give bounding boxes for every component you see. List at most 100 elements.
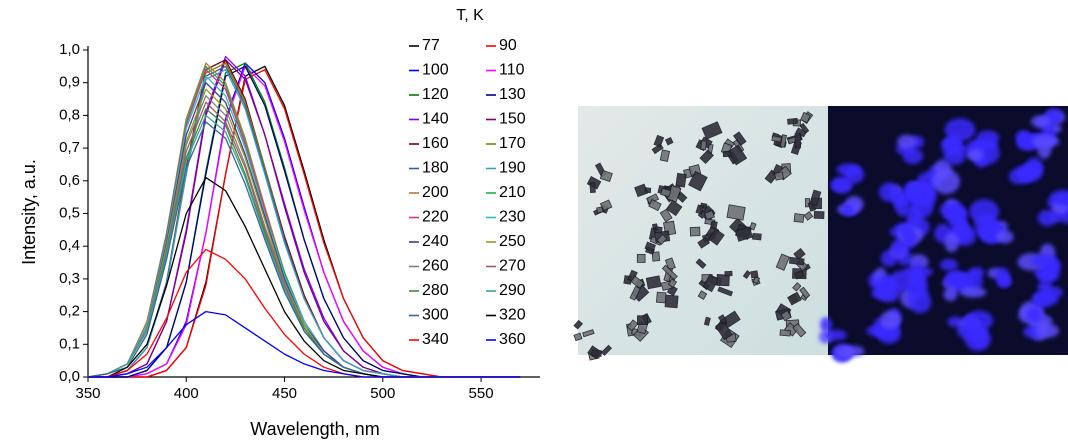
crystal [813, 210, 825, 220]
glow-blob [897, 134, 917, 150]
crystal [697, 290, 708, 300]
x-tick-label: 400 [174, 385, 199, 402]
crystal [651, 251, 661, 262]
legend-label: 360 [499, 331, 526, 348]
legend-label: 300 [422, 307, 449, 324]
y-tick-label: 0,5 [59, 204, 80, 221]
x-tick-label: 450 [272, 385, 297, 402]
crystal [787, 291, 802, 306]
series-line [87, 114, 521, 378]
crystal [717, 314, 728, 325]
crystal [726, 204, 746, 221]
crystal [659, 149, 671, 162]
crystal [715, 320, 733, 341]
legend-label: 77 [422, 37, 440, 54]
glow-blob [1031, 254, 1059, 268]
series-line [87, 88, 521, 378]
glow-blob [830, 179, 851, 192]
crystal [636, 253, 646, 263]
legend-label: 190 [499, 160, 526, 177]
crystal [702, 274, 719, 293]
legend-label: 180 [422, 160, 449, 177]
series-line [87, 95, 521, 378]
y-tick-label: 0,0 [59, 368, 80, 385]
crystal [653, 134, 665, 148]
crystal [695, 204, 705, 215]
legend-label: 290 [499, 282, 526, 299]
crystal [664, 136, 674, 146]
glow-blob [955, 218, 969, 235]
glow-blob [825, 329, 847, 341]
crystal [704, 210, 715, 221]
crystal [742, 270, 752, 279]
y-tick-label: 0,8 [59, 106, 80, 123]
glow-blob [1039, 268, 1056, 283]
crystal [800, 111, 811, 124]
glow-blob [969, 199, 1000, 224]
legend-label: 130 [499, 86, 526, 103]
legend-label: 170 [499, 135, 526, 152]
crystal [573, 319, 583, 330]
glow-blob [902, 148, 924, 165]
legend-label: 210 [499, 184, 526, 201]
crystal [775, 253, 790, 271]
crystal [645, 275, 662, 290]
glow-blob [889, 270, 915, 292]
crystal [792, 322, 807, 338]
glow-blob [962, 314, 979, 327]
crystal [799, 286, 811, 299]
glow-blob [1026, 307, 1042, 324]
glow-blob [899, 224, 914, 238]
crystal [724, 270, 733, 277]
glow-blob [967, 149, 983, 162]
crystal [749, 222, 757, 231]
crystal [600, 344, 613, 356]
crystal [634, 183, 648, 198]
crystal [700, 140, 707, 151]
legend-label: 140 [422, 111, 449, 128]
glow-blob [957, 321, 987, 341]
crystal [792, 282, 802, 292]
glow-blob [959, 287, 987, 298]
crystal [689, 226, 701, 237]
crystal [660, 187, 672, 198]
glow-blob [968, 267, 985, 279]
legend-label: 270 [499, 258, 526, 275]
crystal [717, 286, 734, 297]
x-axis-label: Wavelength, nm [250, 419, 379, 439]
glow-blob [844, 165, 865, 184]
legend-label: 240 [422, 233, 449, 250]
series-line [87, 82, 521, 378]
legend-label: 110 [499, 62, 525, 79]
x-tick-label: 500 [370, 385, 395, 402]
legend-label: 320 [499, 307, 526, 324]
crystal [779, 134, 787, 148]
crystal [648, 199, 662, 212]
crystal [799, 122, 810, 134]
crystal [626, 319, 639, 332]
y-tick-label: 0,4 [59, 237, 80, 254]
crystal [809, 189, 822, 207]
crystal [794, 270, 805, 280]
crystal [703, 316, 711, 326]
legend-label: 200 [422, 184, 449, 201]
crystal [582, 329, 595, 338]
glow-blob [995, 267, 1010, 282]
crystal [573, 332, 583, 342]
crystal [735, 226, 753, 242]
glow-blob [939, 259, 959, 271]
crystal [637, 315, 649, 326]
crystal [794, 132, 801, 149]
legend-label: 280 [422, 282, 449, 299]
legend-label: 220 [422, 209, 449, 226]
crystal [664, 294, 679, 309]
crystal [664, 257, 676, 271]
micrograph [573, 106, 1068, 362]
crystal [793, 247, 806, 261]
glow-blob [820, 317, 833, 333]
crystal [779, 329, 791, 337]
crystal [667, 278, 678, 288]
glow-blob [844, 345, 865, 357]
series-line [87, 108, 521, 378]
